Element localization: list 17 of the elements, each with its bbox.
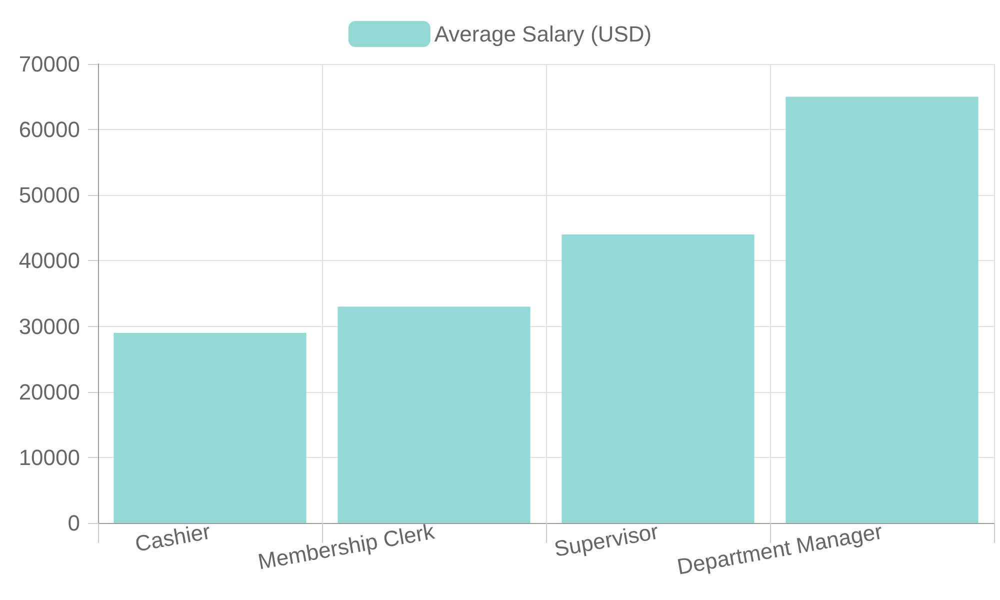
y-tick-label: 0 — [68, 510, 80, 536]
x-tick-label: Membership Clerk — [256, 518, 438, 574]
y-tick-label: 20000 — [18, 379, 80, 404]
x-tick-label: Department Manager — [675, 518, 884, 580]
y-tick-label: 60000 — [18, 117, 80, 142]
y-tick-label: 50000 — [18, 182, 80, 208]
bar — [338, 306, 530, 523]
bar — [786, 96, 978, 523]
x-tick-label: Supervisor — [552, 518, 660, 562]
bar — [114, 332, 306, 523]
y-tick-label: 40000 — [18, 248, 80, 274]
bar — [562, 234, 754, 523]
legend-label: Average Salary (USD) — [434, 22, 652, 46]
x-tick-label: Cashier — [133, 518, 212, 556]
y-tick-label: 10000 — [18, 444, 80, 470]
y-tick-label: 70000 — [18, 52, 80, 76]
y-tick-label: 30000 — [18, 314, 80, 339]
